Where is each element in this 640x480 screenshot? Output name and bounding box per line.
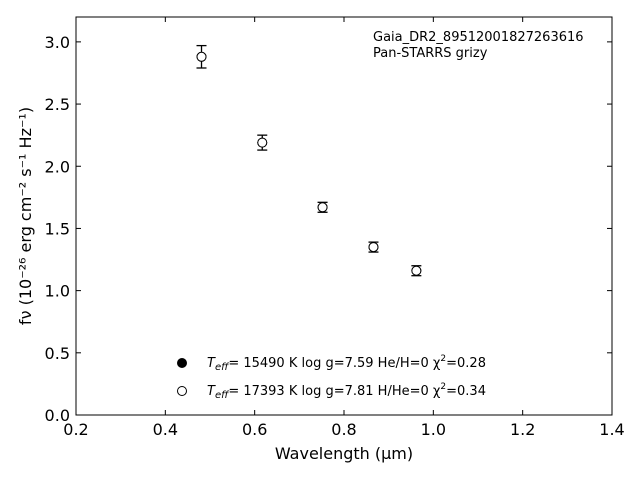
- data-point-series-2: [368, 242, 379, 253]
- x-tick-label: 0.4: [153, 420, 178, 439]
- plot-area: [75, 16, 613, 416]
- data-points: [196, 51, 422, 276]
- x-tick-label: 0.2: [63, 420, 88, 439]
- x-axis-label: Wavelength (μm): [275, 444, 413, 463]
- x-tick-label: 1.4: [599, 420, 624, 439]
- annotation-line-1: Gaia_DR2_89512001827263616: [373, 30, 584, 45]
- legend-marker-filled: [177, 358, 187, 368]
- x-axis-ticks: 0.2 0.4 0.6 0.8 1.0 1.2 1.4: [63, 17, 625, 439]
- data-point-series-2: [411, 265, 422, 276]
- y-tick-label: 2.5: [45, 95, 70, 114]
- x-tick-label: 0.8: [331, 420, 356, 439]
- legend-marker-open: [177, 386, 187, 396]
- y-tick-label: 1.0: [45, 282, 70, 301]
- y-tick-label: 3.0: [45, 33, 70, 52]
- y-tick-label: 0.5: [45, 344, 70, 363]
- y-tick-label: 2.0: [45, 157, 70, 176]
- legend: Teff= 15490 K log g=7.59 He/H=0 χ2=0.28 …: [177, 354, 486, 401]
- x-tick-label: 0.6: [242, 420, 267, 439]
- y-tick-label: 1.5: [45, 219, 70, 238]
- y-tick-label: 0.0: [45, 406, 70, 425]
- data-point-series-2: [317, 202, 328, 213]
- legend-label-2: Teff= 17393 K log g=7.81 H/He=0 χ2=0.34: [207, 382, 486, 401]
- data-point-series-2: [196, 51, 207, 62]
- x-tick-label: 1.2: [510, 420, 535, 439]
- x-tick-label: 1.0: [421, 420, 446, 439]
- legend-label-1: Teff= 15490 K log g=7.59 He/H=0 χ2=0.28: [207, 354, 486, 373]
- y-axis-ticks: 0.0 0.5 1.0 1.5 2.0 2.5 3.0: [45, 33, 612, 425]
- annotation-line-2: Pan-STARRS grizy: [373, 46, 488, 61]
- y-axis-label: fν (10⁻²⁶ erg cm⁻² s⁻¹ Hz⁻¹): [16, 107, 35, 325]
- data-point-series-2: [257, 137, 268, 148]
